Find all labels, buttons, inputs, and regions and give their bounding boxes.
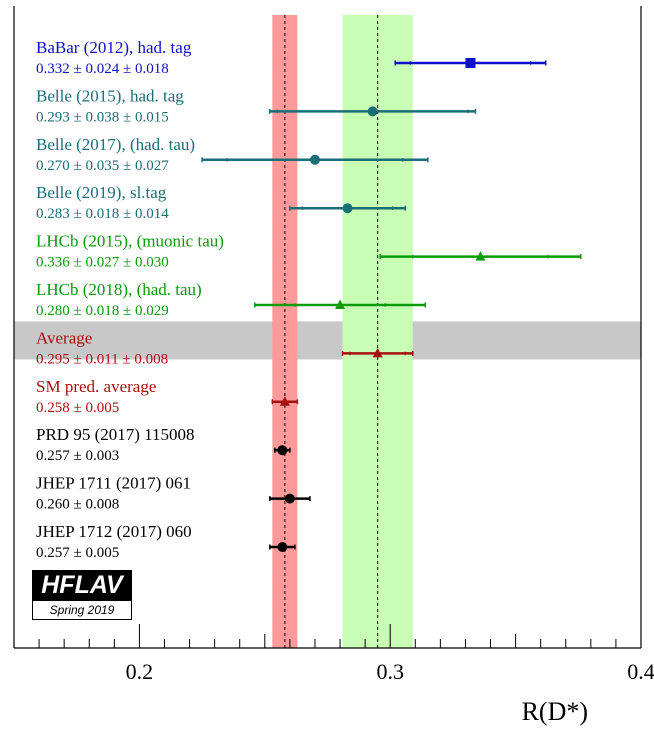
- measurement-8: [274, 445, 291, 456]
- label-value-3: 0.283 ± 0.018 ± 0.014: [36, 206, 169, 222]
- plot-frame: [13, 6, 642, 649]
- average-highlight-layer: [14, 321, 641, 360]
- marker-6: [372, 347, 383, 358]
- marker-5: [335, 299, 346, 309]
- measurement-6: [341, 347, 414, 358]
- measurement-3: [289, 203, 406, 214]
- measurement-7: [271, 396, 299, 406]
- band-0: [272, 15, 298, 648]
- measurement-9: [269, 493, 311, 504]
- x-tick-label-0: 0.2: [126, 659, 154, 684]
- label-value-6: 0.295 ± 0.011 ± 0.008: [36, 351, 168, 367]
- label-value-8: 0.257 ± 0.003: [36, 448, 119, 464]
- marker-1: [367, 106, 378, 117]
- label-name-4: LHCb (2015), (muonic tau): [36, 232, 224, 251]
- marker-7: [279, 396, 290, 406]
- label-name-10: JHEP 1712 (2017) 060: [36, 522, 192, 541]
- label-name-0: BaBar (2012), had. tag: [36, 38, 192, 57]
- label-value-7: 0.258 ± 0.005: [36, 400, 119, 416]
- marker-9: [284, 493, 295, 504]
- logo-title: HFLAV: [32, 570, 132, 600]
- marker-10: [277, 542, 288, 552]
- marker-0: [465, 58, 476, 68]
- measurement-4: [379, 251, 582, 261]
- measurement-5: [254, 299, 427, 309]
- label-value-4: 0.336 ± 0.027 ± 0.030: [36, 255, 169, 271]
- x-axis-label: R(D*): [522, 697, 588, 726]
- measurement-2: [201, 154, 429, 165]
- x-tick-label-2: 0.4: [627, 659, 654, 684]
- measurement-0: [394, 58, 547, 68]
- logo-subtitle: Spring 2019: [32, 600, 132, 620]
- label-name-9: JHEP 1711 (2017) 061: [36, 474, 191, 493]
- label-name-3: Belle (2019), sl.tag: [36, 183, 167, 202]
- band-1: [342, 15, 413, 648]
- x-tick-label-1: 0.3: [376, 659, 404, 684]
- hflav-logo: HFLAV Spring 2019: [32, 570, 132, 620]
- marker-4: [475, 251, 486, 261]
- labels-layer: BaBar (2012), had. tag 0.332 ± 0.024 ± 0.…: [36, 38, 224, 561]
- label-value-10: 0.257 ± 0.005: [36, 545, 119, 561]
- label-name-1: Belle (2015), had. tag: [36, 86, 184, 105]
- measurement-10: [269, 542, 296, 552]
- label-value-2: 0.270 ± 0.035 ± 0.027: [36, 158, 169, 174]
- label-name-6: Average: [36, 328, 92, 347]
- label-value-9: 0.260 ± 0.008: [36, 497, 119, 513]
- label-value-5: 0.280 ± 0.018 ± 0.029: [36, 303, 169, 319]
- x-axis: 0.2 0.3 0.4 R(D*): [38, 624, 654, 726]
- bands-layer: [272, 15, 413, 648]
- marker-2: [309, 154, 320, 165]
- marker-8: [277, 445, 288, 456]
- measurement-1: [269, 106, 477, 117]
- label-value-0: 0.332 ± 0.024 ± 0.018: [36, 61, 169, 77]
- average-highlight-row: [14, 321, 641, 360]
- marker-3: [342, 203, 353, 214]
- label-value-1: 0.293 ± 0.038 ± 0.015: [36, 109, 169, 125]
- label-name-7: SM pred. average: [36, 377, 156, 396]
- label-name-5: LHCb (2018), (had. tau): [36, 280, 202, 299]
- marks-layer: [201, 58, 582, 552]
- label-name-8: PRD 95 (2017) 115008: [36, 425, 195, 444]
- label-name-2: Belle (2017), (had. tau): [36, 135, 195, 154]
